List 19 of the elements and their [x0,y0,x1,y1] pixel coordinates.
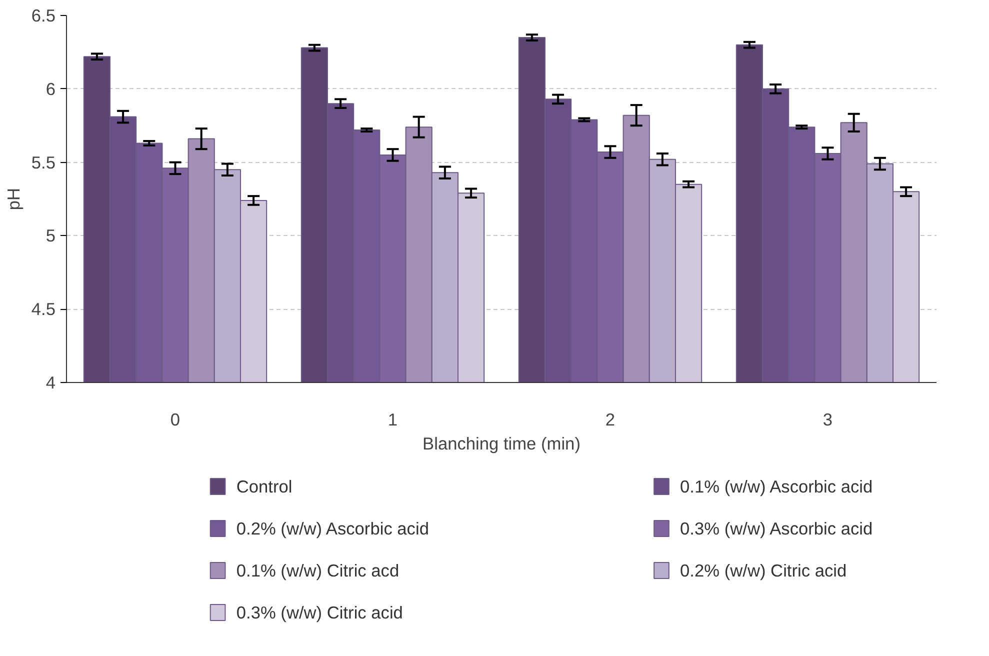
legend-label: 0.1% (w/w) Citric acd [236,560,400,580]
y-tick-label: 4.5 [31,299,56,320]
y-axis-title: pH [3,188,24,210]
y-tick-label: 4 [46,372,56,392]
x-tick-label: 0 [170,410,180,430]
x-tick-label: 2 [605,410,616,430]
x-tick-label: 3 [822,410,833,430]
legend-label: 0.1% (w/w) Ascorbic acid [680,476,873,496]
x-axis-title: Blanching time (min) [422,434,580,454]
y-tick-label: 5.5 [31,152,56,172]
legend-label: Control [236,476,292,496]
y-tick-label: 6.5 [31,6,56,26]
x-tick-label: 1 [388,410,398,430]
legend-label: 0.3% (w/w) Ascorbic acid [680,518,873,538]
legend-label: 0.3% (w/w) Citric acid [236,602,403,622]
legend-label: 0.2% (w/w) Ascorbic acid [236,518,429,538]
y-tick-label: 6 [46,78,56,99]
legend-label: 0.2% (w/w) Citric acid [680,560,847,580]
y-tick-label: 5 [46,226,56,246]
